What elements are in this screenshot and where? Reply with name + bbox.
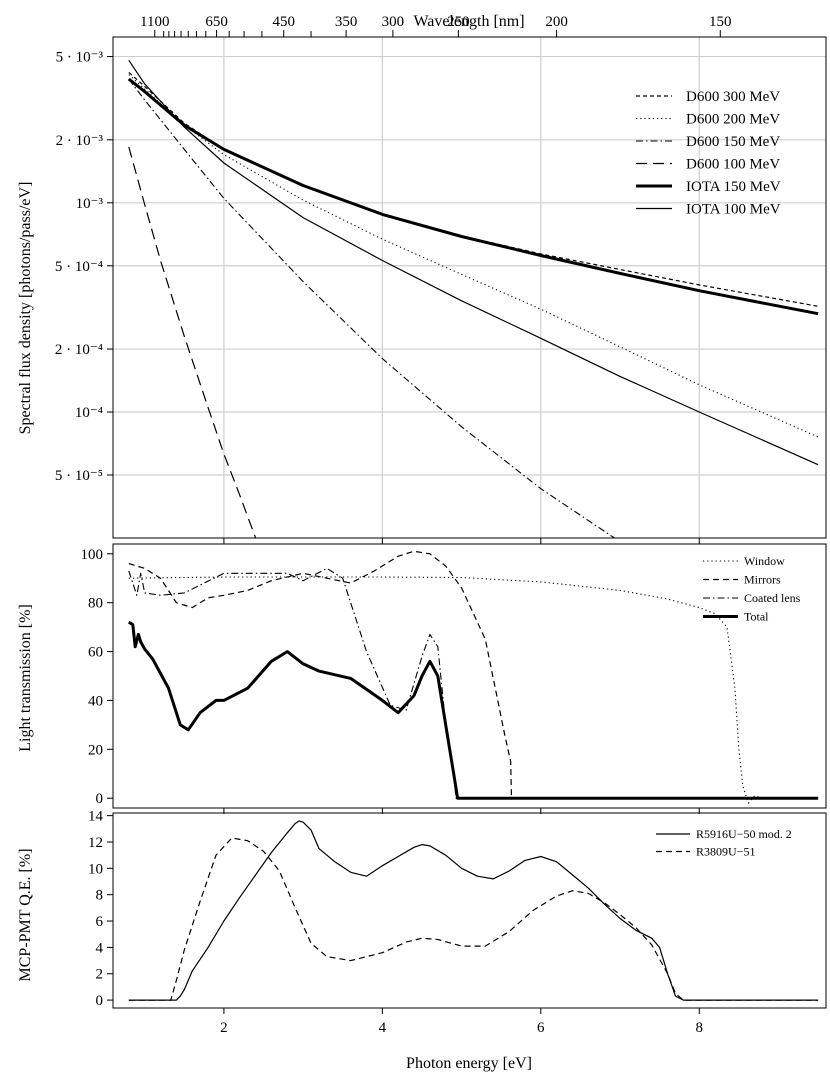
qe-legend-label: R3809U−51 [696,845,755,859]
qe-series-group [128,820,819,1001]
flux-density-panel: 5 · 10⁻⁵ 10⁻⁴ 2 · 10⁻⁴ 5 · 10⁻⁴ 10⁻³ 2 · 10⁻³… [55,14,827,544]
wavelength-tick-label: 1100 [140,14,169,30]
trans-y-tick-label: 40 [88,693,103,709]
trans-legend-label: Coated lens [744,591,801,605]
wavelength-tick-label: 150 [709,14,732,30]
trans-legend-label: Total [744,610,769,624]
qe-y-tick-label: 10 [88,861,103,877]
mcp-pmt-qe-panel: 0 2 4 6 8 10 12 14 R5916U−50 mod. 2 R3809U−51 2 4 6 8 [88,809,827,1036]
qe-y-tick-label: 6 [96,914,104,930]
qe-plot-frame [112,812,827,1009]
qe-y-tick-label: 8 [96,888,104,904]
qe-series-line [128,820,819,1001]
flux-y-tick-label: 10⁻³ [76,196,104,212]
flux-y-tick-label: 5 · 10⁻⁴ [55,259,103,275]
x-tick-label: 8 [695,1020,703,1036]
flux-series-line [127,77,819,316]
flux-series-line [128,74,819,438]
flux-series-group [127,59,819,538]
flux-series-line [128,146,257,538]
flux-legend-label: D600 150 MeV [686,134,780,150]
flux-y-tick-label: 5 · 10⁻⁵ [55,468,103,484]
x-tick-label: 2 [220,1020,228,1036]
x-tick-label: 6 [537,1020,545,1036]
trans-legend-label: Mirrors [744,573,781,587]
trans-y-tick-label: 0 [96,791,104,807]
bottom-axis-title: Photon energy [eV] [406,1055,532,1072]
wavelength-tick-label: 450 [272,14,295,30]
trans-y-tick-label: 80 [88,596,103,612]
flux-y-tick-label: 2 · 10⁻⁴ [55,342,103,358]
light-transmission-panel: 0 20 40 60 80 100 Window Mirrors Coated lens Tota… [81,543,827,814]
flux-legend-label: D600 200 MeV [686,112,780,128]
trans-plot-frame [112,543,827,809]
trans-series-line [128,550,819,799]
top-axis-title: Wavelength [nm] [413,13,524,30]
trans-y-tick-label: 100 [81,547,104,563]
wavelength-tick-label: 200 [545,14,568,30]
flux-legend-label: D600 100 MeV [686,157,780,173]
flux-series-line [128,59,819,466]
flux-legend-label: IOTA 150 MeV [686,179,781,195]
wavelength-tick-label: 300 [382,14,405,30]
flux-y-tick-label: 10⁻⁴ [75,405,103,421]
trans-series-line [128,620,819,800]
qe-series-line [128,837,819,1001]
qe-y-tick-label: 2 [96,967,104,983]
flux-plot-frame [112,36,827,539]
qe-legend-label: R5916U−50 mod. 2 [696,827,792,841]
qe-y-tick-label: 14 [88,809,104,825]
flux-y-axis-title: Spectral flux density [photons/pass/eV] [17,182,34,435]
qe-y-axis-title: MCP-PMT Q.E. [%] [17,848,34,981]
flux-y-tick-label: 2 · 10⁻³ [56,133,104,149]
trans-y-tick-label: 60 [88,645,103,661]
trans-legend-label: Window [744,554,785,568]
flux-legend-label: IOTA 100 MeV [686,202,781,218]
wavelength-tick-label: 350 [335,14,358,30]
flux-series-line [128,78,616,538]
qe-y-tick-label: 4 [96,940,104,956]
wavelength-tick-label: 650 [205,14,228,30]
trans-series-line [128,567,819,799]
trans-series-line [128,576,819,804]
trans-y-tick-label: 20 [88,742,103,758]
flux-y-tick-label: 5 · 10⁻³ [56,50,104,66]
wavelength-tick-label: 250 [447,14,470,30]
flux-legend-label: D600 300 MeV [686,89,780,105]
x-tick-label: 4 [379,1020,387,1036]
trans-series-group [128,550,819,804]
transmission-y-axis-title: Light transmission [%] [17,604,34,752]
qe-y-tick-label: 0 [96,993,104,1009]
qe-y-tick-label: 12 [88,835,103,851]
